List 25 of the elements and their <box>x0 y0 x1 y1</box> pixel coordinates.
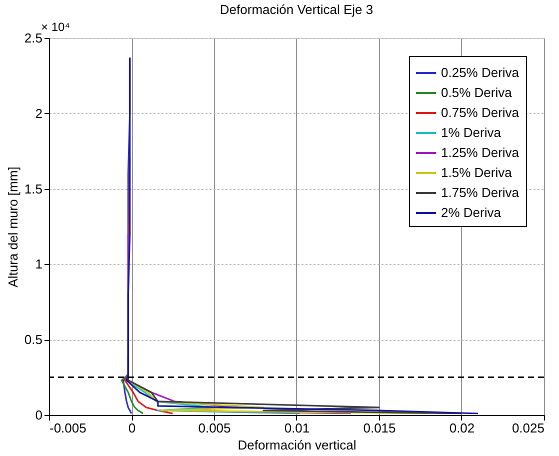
y-tick-label: 2.5 <box>24 30 42 46</box>
legend-label: 1.75% Deriva <box>441 185 520 200</box>
legend-label: 0.75% Deriva <box>441 105 520 120</box>
y-tick-label: 2 <box>35 106 42 121</box>
text: × 10⁴ <box>41 20 70 34</box>
y-tick-label: 1 <box>35 256 42 272</box>
legend-label: 0.25% Deriva <box>441 65 520 80</box>
legend-label: 0.5% Deriva <box>441 85 513 100</box>
x-tick-label: 0.025 <box>512 420 544 436</box>
legend-label: 2% Deriva <box>441 205 502 220</box>
y-tick-label: 0.5 <box>24 332 42 348</box>
x-tick-label: 0 <box>128 420 136 436</box>
legend-label: 1.25% Deriva <box>441 145 520 160</box>
x-tick-label: 0.02 <box>449 420 475 436</box>
x-tick-label: 0.005 <box>198 420 231 436</box>
x-tick-label: 0.015 <box>363 420 396 436</box>
y-tick-label: 0 <box>35 408 42 422</box>
y-axis-title: Altura del muro [mm] <box>5 166 20 288</box>
x-tick-label: 0.01 <box>284 420 310 436</box>
legend-label: 1.5% Deriva <box>441 165 513 180</box>
legend-label: 1% Deriva <box>441 125 502 140</box>
x-axis-title: Deformación vertical <box>238 438 356 452</box>
y-tick-label: 1.5 <box>24 181 42 196</box>
chart-title: Deformación Vertical Eje 3 <box>220 2 374 17</box>
x-tick-label: -0.005 <box>50 420 86 436</box>
